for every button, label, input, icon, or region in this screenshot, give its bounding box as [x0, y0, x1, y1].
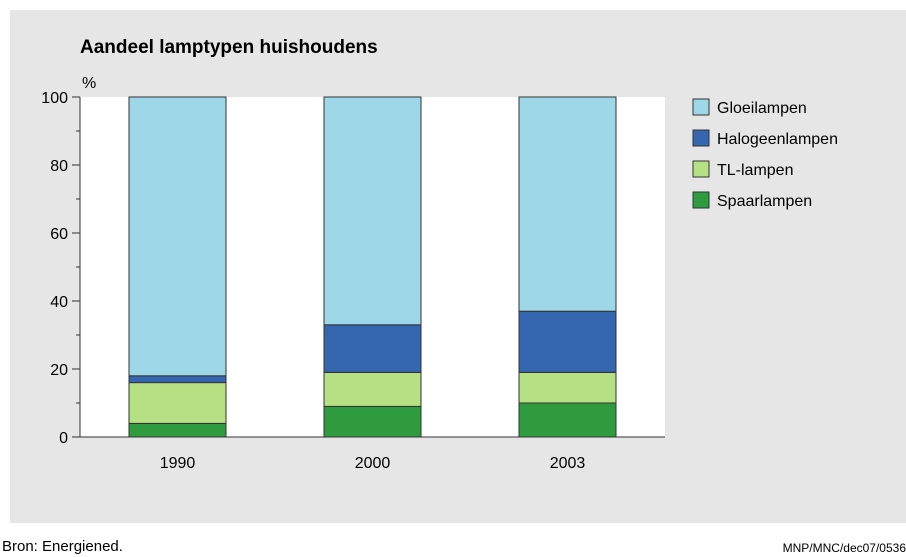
y-tick-label-20: 20: [50, 362, 68, 379]
bar-spaarlampen-1990: [128, 422, 227, 438]
chart-title: Aandeel lamptypen huishoudens: [80, 37, 378, 58]
legend-label-halogeenlampen: Halogeenlampen: [717, 131, 838, 148]
legend-swatch-spaarlampen: [692, 191, 710, 209]
legend-label-spaarlampen: Spaarlampen: [717, 193, 812, 210]
legend-label-tl-lampen: TL-lampen: [717, 162, 793, 179]
bar-gloeilampen-1990: [128, 96, 227, 377]
x-tick-label-2003: 2003: [550, 455, 586, 472]
y-tick-label-100: 100: [41, 90, 68, 107]
legend-swatch-tl-lampen: [692, 160, 710, 178]
axis-layer: 1990 2000 2003 0 20 40 60 80 100: [41, 90, 665, 472]
bar-spaarlampen-2003: [518, 402, 617, 438]
y-tick-label-60: 60: [50, 226, 68, 243]
y-axis-unit: %: [82, 75, 96, 92]
bar-spaarlampen-2000: [323, 405, 422, 438]
bar-tl-lampen-2000: [323, 371, 422, 407]
x-tick-label-1990: 1990: [160, 455, 196, 472]
legend: Gloeilampen Halogeenlampen TL-lampen Spaarl…: [692, 98, 838, 210]
figure-code: MNP/MNC/dec07/0536: [782, 541, 906, 555]
bar-halogeenlampen-2000: [323, 324, 422, 373]
legend-swatch-halogeenlampen: [692, 129, 710, 147]
x-tick-label-2000: 2000: [355, 455, 391, 472]
bars-layer: [128, 96, 617, 438]
bar-halogeenlampen-2003: [518, 310, 617, 373]
y-tick-label-40: 40: [50, 294, 68, 311]
source-note: Bron: Energiened.: [2, 538, 123, 555]
y-tick-label-0: 0: [59, 430, 68, 447]
legend-swatch-gloeilampen: [692, 98, 710, 116]
bar-halogeenlampen-1990: [128, 375, 227, 384]
y-tick-label-80: 80: [50, 158, 68, 175]
bar-tl-lampen-2003: [518, 371, 617, 404]
bar-gloeilampen-2003: [518, 96, 617, 312]
bar-gloeilampen-2000: [323, 96, 422, 326]
bar-tl-lampen-1990: [128, 382, 227, 424]
legend-label-gloeilampen: Gloeilampen: [717, 100, 807, 117]
